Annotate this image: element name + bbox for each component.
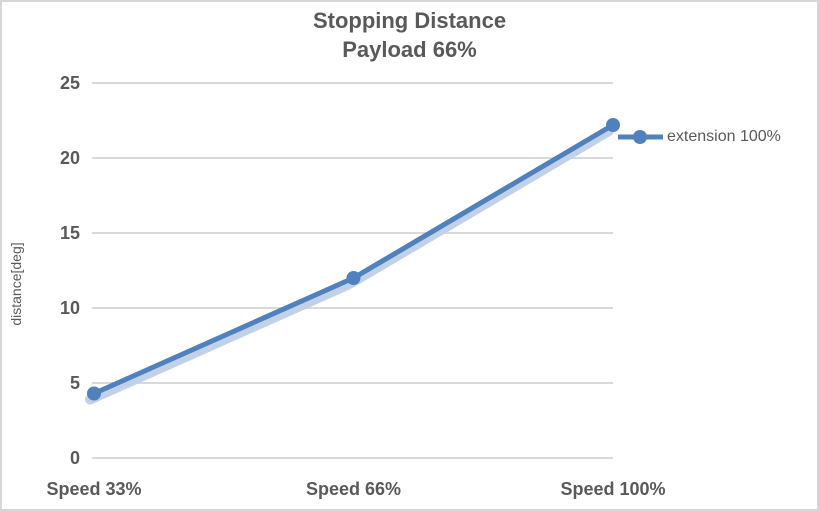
y-tick-label: 15 xyxy=(59,223,80,243)
y-tick-label: 0 xyxy=(69,448,80,468)
data-point-marker xyxy=(606,118,620,132)
chart-title-line1: Stopping Distance xyxy=(312,8,507,33)
chart-title: Stopping Distance Payload 66% xyxy=(0,6,819,64)
y-tick-label: 10 xyxy=(59,298,80,318)
chart-title-line2: Payload 66% xyxy=(342,37,477,62)
series-glow-line xyxy=(85,126,614,405)
y-tick-label: 5 xyxy=(69,373,80,393)
y-tick-label: 25 xyxy=(59,73,80,93)
legend-label: extension 100% xyxy=(667,128,781,145)
y-axis-title: distance[deg] xyxy=(8,242,24,326)
x-tick-label: Speed 33% xyxy=(46,479,142,499)
legend-line-marker-icon xyxy=(618,130,663,144)
series-line xyxy=(91,122,616,396)
y-tick-label: 20 xyxy=(59,148,80,168)
x-tick-label: Speed 66% xyxy=(305,479,402,499)
data-point-marker xyxy=(346,271,361,285)
x-tick-label: Speed 100% xyxy=(560,479,666,499)
data-point-marker xyxy=(87,386,101,401)
legend: extension 100% xyxy=(617,124,781,150)
